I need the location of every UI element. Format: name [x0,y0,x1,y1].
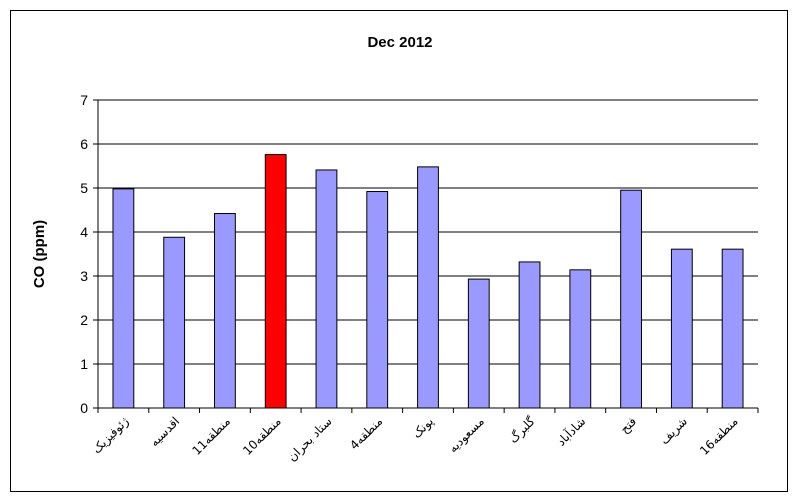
bar [315,169,338,409]
x-tick-label: اقدسیه [147,414,182,449]
bar [670,248,693,409]
x-tick-label: شریف [657,414,691,448]
x-tick-label: منطقه16 [697,414,741,458]
x-tick-label: فتح [617,414,639,436]
chart-frame [10,10,788,492]
y-tick-label: 2 [80,312,88,328]
bar [163,236,186,409]
bar [620,189,642,409]
bar [417,166,439,409]
x-tick-label: گلبرگ [506,414,538,446]
y-tick-label: 4 [80,224,88,240]
bar [214,213,236,409]
y-tick-label: 6 [80,136,88,152]
y-tick-label: 3 [80,268,88,284]
y-tick-labels: 0 1 2 3 4 5 6 7 [80,92,88,416]
y-axis-label: CO (ppm) [31,220,48,288]
y-tick-label: 1 [80,356,88,372]
bar [721,248,744,409]
x-tick-label: شادآباد [553,414,588,449]
bar [264,154,287,409]
x-tick-label: ستاد بحران [285,414,335,464]
bar [467,278,490,409]
x-tick-label: منطقه11 [189,414,233,458]
x-tick-label: ژئوفیزیک [89,414,132,457]
y-tick-label: 0 [80,400,88,416]
bar [112,188,135,409]
x-tick-label: پونک [410,414,437,441]
x-tick-label: منطقه4 [347,414,385,452]
bar [518,261,541,409]
x-tick-label: منطقه10 [240,414,284,458]
bars [112,154,744,409]
bar [366,191,389,409]
y-tick-label: 7 [80,92,88,108]
bar [569,269,592,409]
chart-title: Dec 2012 [367,34,432,51]
axes [93,99,759,413]
x-tick-label: مسعودیه [446,414,488,456]
y-tick-label: 5 [80,180,88,196]
